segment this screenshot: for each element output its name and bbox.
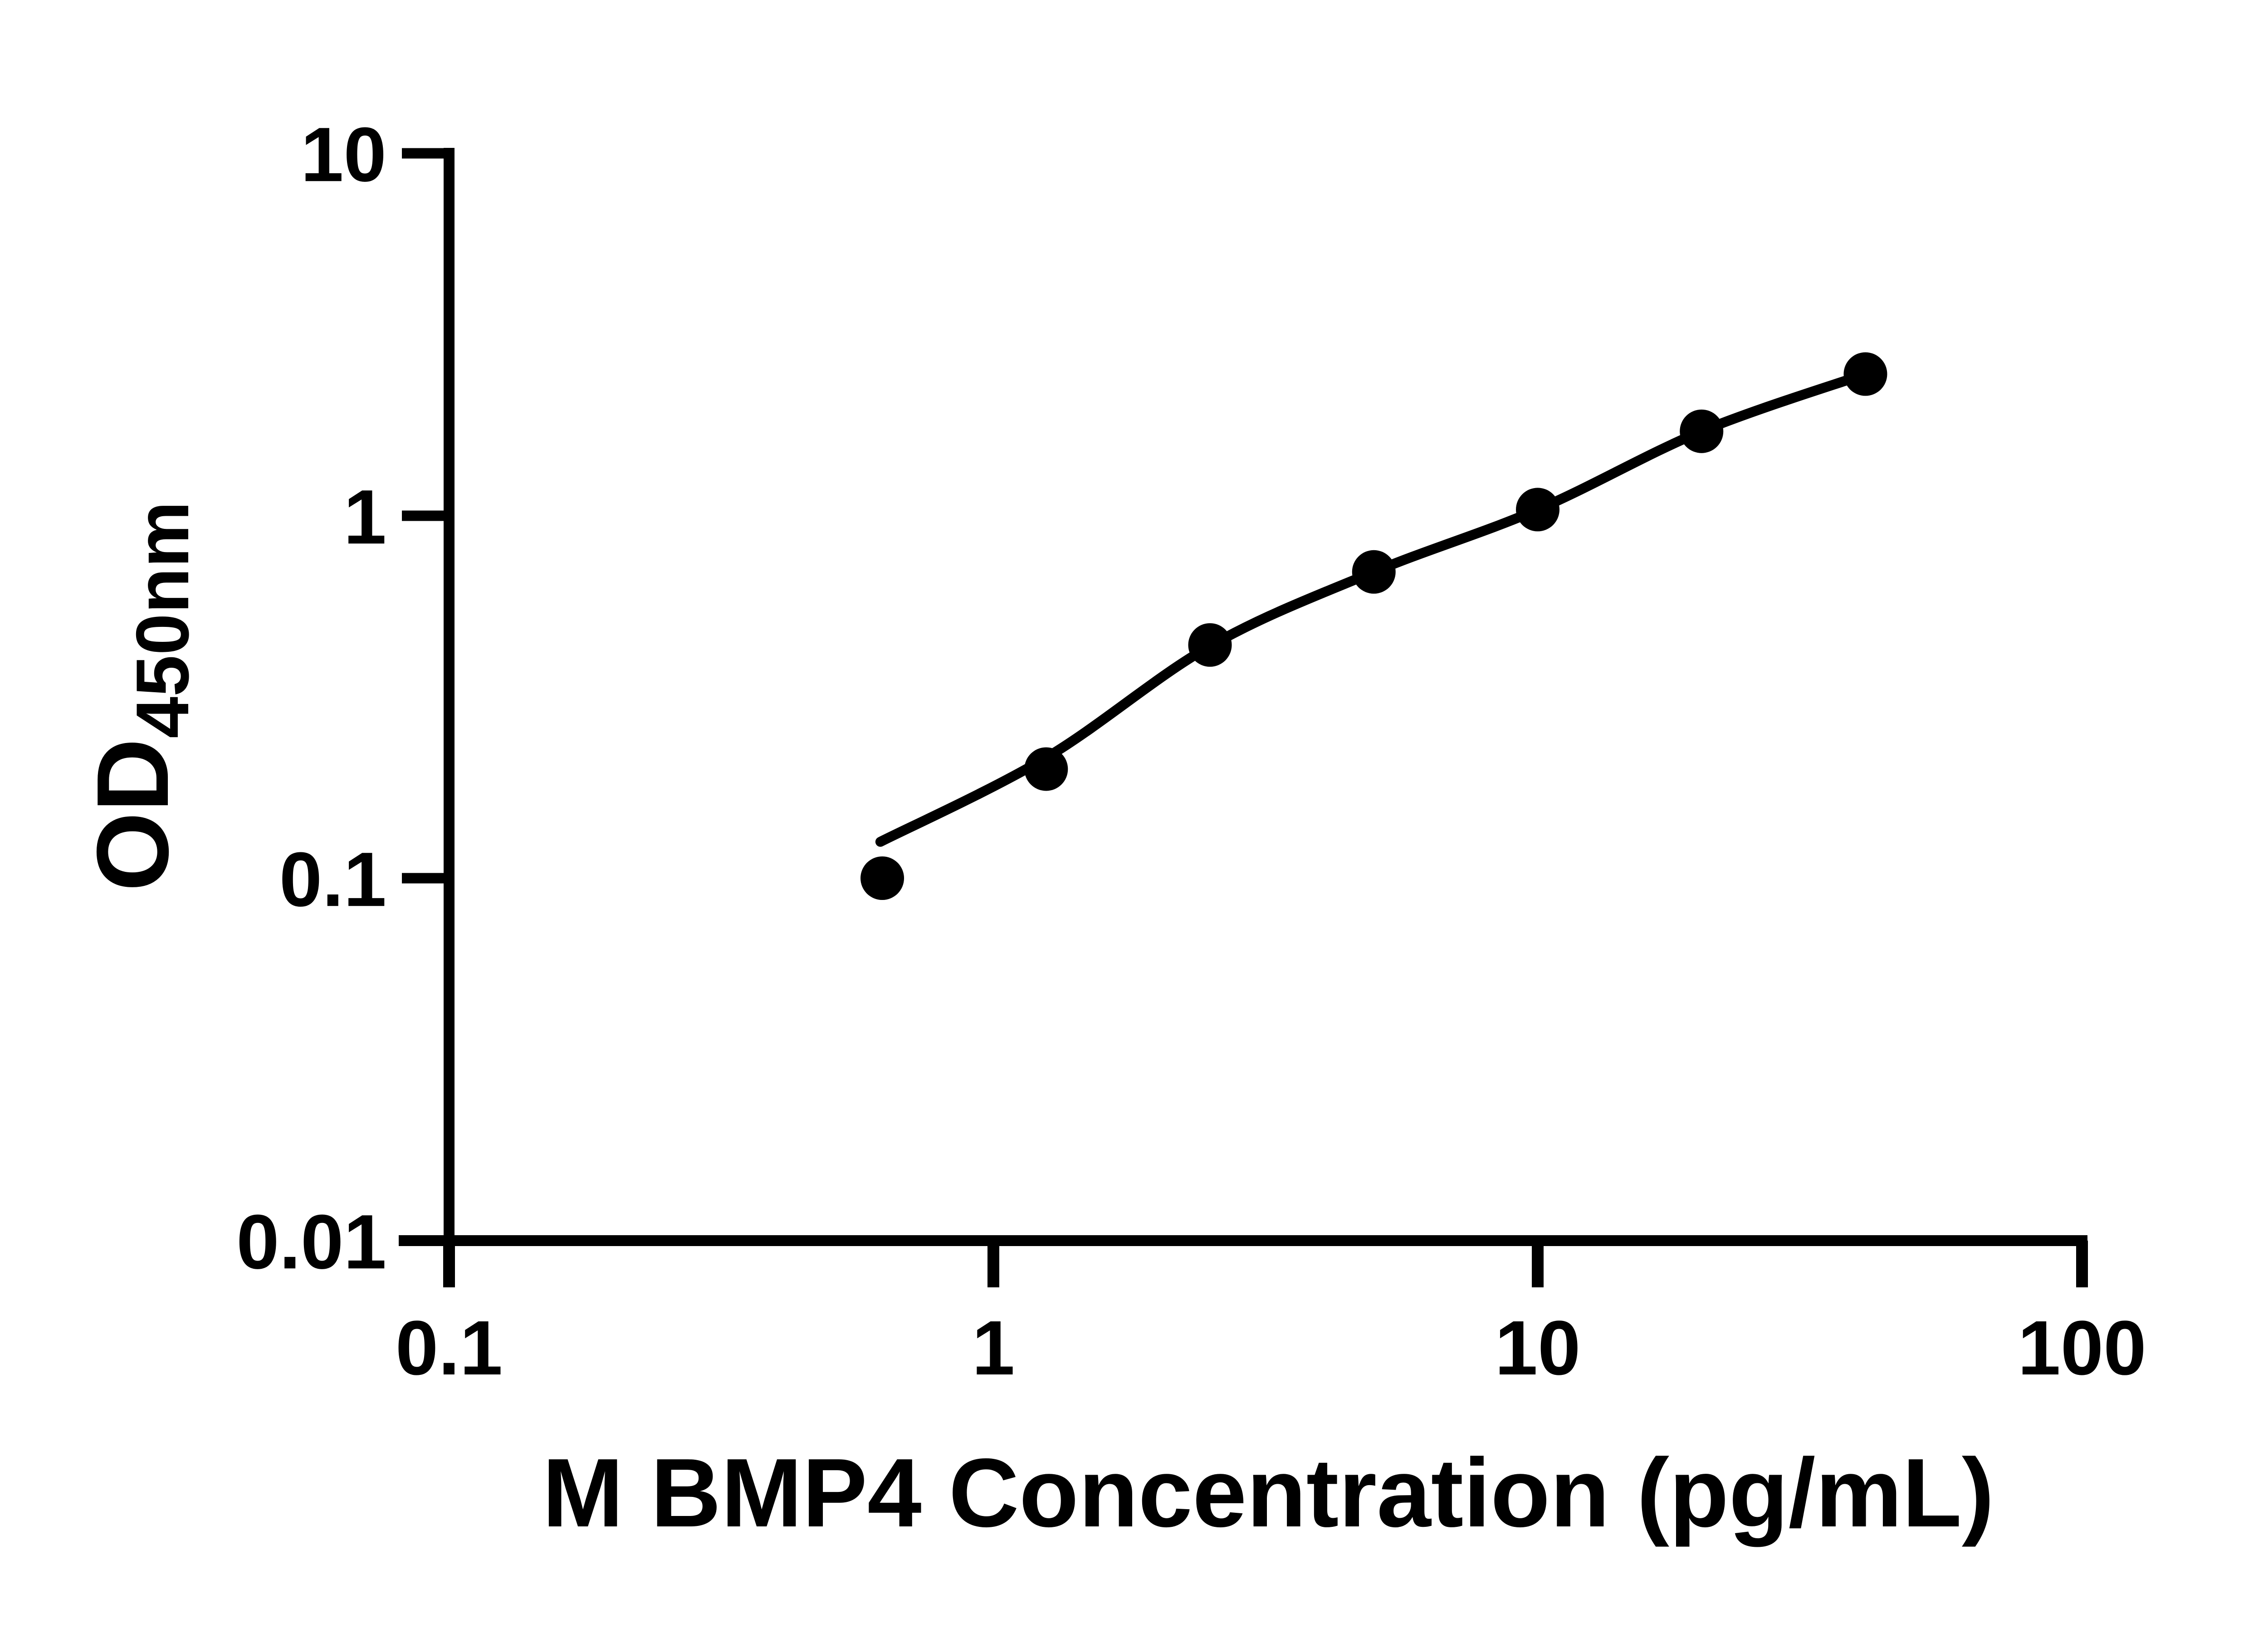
y-axis-title: OD450nm bbox=[75, 501, 204, 891]
y-tick-label: 0.1 bbox=[279, 836, 386, 923]
y-tick-label: 1 bbox=[343, 474, 386, 560]
data-point bbox=[1024, 747, 1068, 791]
data-point bbox=[1843, 352, 1887, 396]
y-tick-label: 0.01 bbox=[236, 1199, 386, 1285]
data-point bbox=[1516, 488, 1559, 532]
data-point bbox=[1680, 409, 1724, 453]
x-axis-title: M BMP4 Concentration (pg/mL) bbox=[543, 1438, 1994, 1547]
data-point bbox=[860, 856, 904, 900]
y-tick-label: 10 bbox=[301, 112, 386, 198]
data-point bbox=[1352, 550, 1396, 594]
y-axis-title-main: OD bbox=[75, 738, 190, 892]
x-tick-label: 1 bbox=[972, 1305, 1015, 1391]
data-point bbox=[1188, 623, 1232, 667]
x-tick-label: 0.1 bbox=[396, 1305, 503, 1391]
x-tick-label: 10 bbox=[1495, 1305, 1580, 1391]
x-tick-label: 100 bbox=[2018, 1305, 2146, 1391]
y-axis-title-subscript: 450nm bbox=[121, 501, 204, 738]
